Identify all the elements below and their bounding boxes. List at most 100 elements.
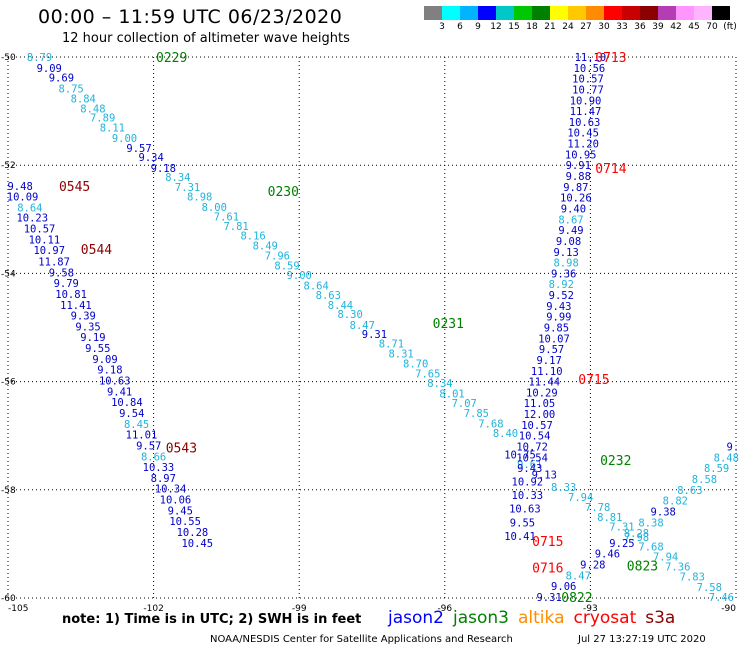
- wave-height-value: 8.84: [71, 94, 96, 106]
- wave-height-value: 8.97: [151, 473, 176, 485]
- wave-height-value: 9.08: [556, 236, 581, 248]
- wave-height-value: 8.38: [638, 517, 663, 529]
- pass-time-label: 0713: [595, 51, 626, 66]
- wave-height-value: 10.11: [29, 234, 61, 246]
- wave-height-value: 8.64: [304, 280, 329, 292]
- wave-height-value: 9.28: [580, 559, 605, 571]
- wave-height-value: 11.44: [528, 377, 560, 389]
- pass-time-label: 0231: [433, 317, 464, 332]
- wave-height-value: 11.05: [524, 398, 556, 410]
- wave-height-value: 10.34: [155, 484, 187, 496]
- wave-height-value: 10.28: [177, 527, 209, 539]
- wave-height-value: 10.06: [160, 495, 192, 507]
- wave-height-value: 8.58: [692, 474, 717, 486]
- pass-time-labels: 0229 0230 0231 0232 0823 0822 0545 0544 0543 0713…: [59, 51, 658, 606]
- wave-height-value: 7.68: [638, 542, 663, 554]
- wave-height-value: 8.16: [240, 231, 265, 243]
- wave-height-value: 8.48: [714, 452, 739, 464]
- wave-height-value: 8.59: [274, 260, 299, 272]
- wave-height-value: 10.92: [512, 477, 544, 489]
- wave-height-value: 8.63: [677, 485, 702, 497]
- wave-height-value: 8.81: [597, 512, 622, 524]
- wave-height-value: 10.09: [7, 192, 39, 204]
- wave-height-value: 10.54: [519, 431, 551, 443]
- wave-height-value: 9.40: [561, 203, 586, 215]
- wave-height-value: 10.56: [574, 63, 606, 75]
- wave-height-value: 9.25: [609, 538, 634, 550]
- wave-height-value: 10.63: [569, 117, 601, 129]
- wave-height-value: 10.57: [572, 74, 604, 86]
- wave-height-value: 9.41: [107, 386, 132, 398]
- wave-height-value: 7.58: [697, 582, 722, 594]
- y-tick-label: -50: [1, 53, 16, 63]
- pass-time-label: 0543: [166, 442, 197, 457]
- color-swatch: [442, 6, 460, 20]
- wave-height-value: 8.11: [100, 122, 125, 134]
- y-tick-label: -54: [1, 269, 16, 279]
- color-scale-unit: (ft): [723, 22, 737, 32]
- wave-height-value: 8.49: [253, 240, 278, 252]
- wave-height-value: 8.75: [58, 83, 83, 95]
- wave-height-value: 10.72: [516, 442, 548, 454]
- wave-height-value: 9.00: [287, 270, 312, 282]
- wave-height-value: 11.20: [567, 139, 599, 151]
- wave-height-value: 11.87: [38, 256, 70, 268]
- wave-height-value: 11.01: [126, 430, 158, 442]
- wave-height-value: 9.17: [536, 355, 561, 367]
- wave-height-value: 9.91: [566, 160, 591, 172]
- wave-height-value: 8.30: [338, 309, 363, 321]
- wave-height-value: 9.00: [112, 133, 137, 145]
- wave-height-value: 10.57: [24, 223, 56, 235]
- color-swatch: [424, 6, 442, 20]
- wave-height-value: 9.09: [92, 354, 117, 366]
- color-scale-tick: 21: [544, 22, 556, 32]
- wave-height-value: 7.61: [214, 212, 239, 224]
- wave-height-value: 10.29: [526, 387, 558, 399]
- wave-height-value: 12.00: [524, 409, 556, 421]
- wave-height-value: 8.59: [704, 463, 729, 475]
- wave-height-value: 8.44: [328, 300, 353, 312]
- pass-time-label: 0822: [561, 591, 592, 606]
- wave-height-value: 9.49: [558, 225, 583, 237]
- wave-height-value: 10.23: [16, 213, 48, 225]
- credit-line: NOAA/NESDIS Center for Satellite Applica…: [210, 634, 513, 645]
- wave-height-value: 8.66: [141, 451, 166, 463]
- wave-height-value: 9.45: [168, 505, 193, 517]
- wave-height-value: 9.2: [727, 442, 740, 454]
- wave-height-value: 8.92: [549, 279, 574, 291]
- sat-legend-cryosat: cryosat: [573, 608, 637, 628]
- color-scale-tick: 36: [634, 22, 646, 32]
- color-swatch: [550, 6, 568, 20]
- color-scale-ticks: 3 6 9 12 15 18 21 24 27 30 33 36 39 42 45 70 (ft): [424, 22, 737, 34]
- color-swatch: [622, 6, 640, 20]
- wave-height-value: 8.67: [558, 214, 583, 226]
- wave-height-value: 9.87: [563, 182, 588, 194]
- y-tick-label: -58: [1, 486, 16, 496]
- pass-time-label: 0716: [532, 562, 563, 577]
- wave-height-value: 10.77: [572, 84, 604, 96]
- wave-height-value: 9.48: [7, 181, 32, 193]
- x-tick-label: -90: [721, 604, 736, 614]
- wave-height-value: 9.57: [136, 440, 161, 452]
- color-scale-tick: 30: [598, 22, 610, 32]
- wave-height-value: 9.61: [517, 459, 542, 471]
- color-swatch: [514, 6, 532, 20]
- pass-time-label: 0229: [156, 51, 187, 66]
- wave-height-value: 7.94: [653, 551, 678, 563]
- wave-height-value: 10.33: [512, 490, 544, 502]
- color-swatch: [460, 6, 478, 20]
- wave-height-value: 10.97: [33, 245, 65, 257]
- wave-height-value: 8.63: [316, 290, 341, 302]
- wave-height-value: 9.69: [49, 73, 74, 85]
- wave-height-value: 8.47: [566, 570, 591, 582]
- color-swatch: [676, 6, 694, 20]
- wave-height-value: 9.54: [119, 408, 144, 420]
- color-scale-tick: 6: [457, 22, 463, 32]
- wave-height-value: 9.35: [75, 321, 100, 333]
- wave-height-value: 11.47: [570, 106, 602, 118]
- color-scale-tick: 45: [688, 22, 700, 32]
- pass-time-label: 0230: [268, 185, 299, 200]
- x-tick-label: -93: [583, 604, 598, 614]
- wave-height-value: 7.85: [464, 408, 489, 420]
- wave-height-value: 9.13: [532, 470, 557, 482]
